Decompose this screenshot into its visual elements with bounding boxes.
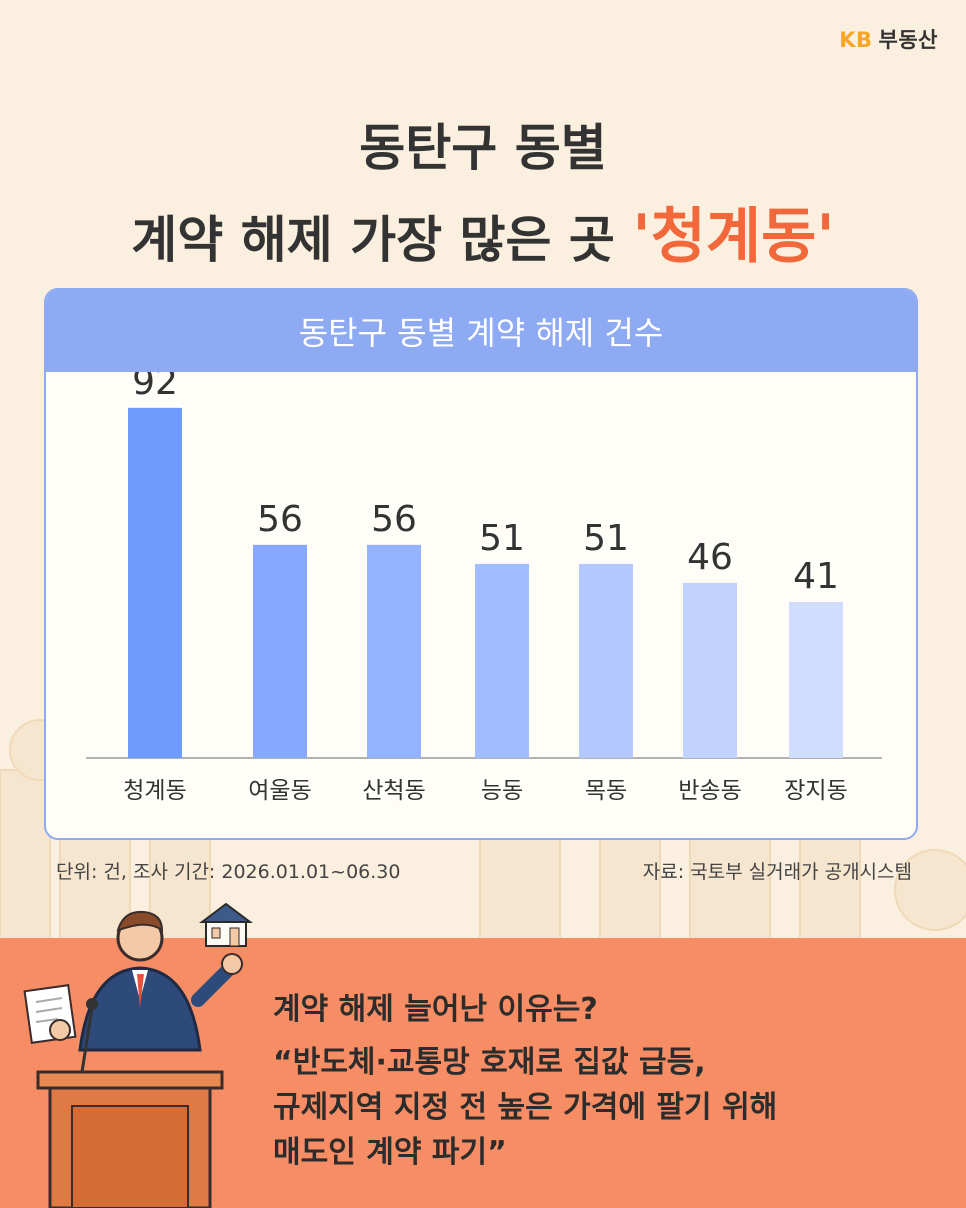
headline-prefix: 계약 해제 가장 많은 곳 [131, 211, 633, 269]
brand-logo: KB 부동산 [839, 24, 938, 54]
reason-question: 계약 해제 늘어난 이유는? [273, 992, 598, 1027]
bar-목동 [579, 563, 633, 758]
category-label-청계동: 청계동 [123, 778, 186, 804]
speaker-illustration [23, 902, 253, 1208]
house-icon [199, 902, 253, 947]
bar-반송동 [683, 582, 737, 758]
chart-title: 동탄구 동별 계약 해제 건수 [46, 290, 916, 372]
value-label-청계동: 92 [132, 372, 178, 403]
headline-line1: 동탄구 동별 [359, 119, 607, 177]
value-label-여울동: 56 [257, 499, 303, 540]
category-label-능동: 능동 [481, 778, 523, 804]
category-label-산척동: 산척동 [362, 778, 425, 804]
quote-line: 매도인 계약 파기” [273, 1135, 507, 1170]
category-label-여울동: 여울동 [248, 778, 311, 804]
chart-card: 동탄구 동별 계약 해제 건수 92 청계동 56 여울동 56 산척동 51 능동 51 목동 4… [44, 288, 918, 840]
bar-장지동 [789, 601, 843, 758]
value-label-장지동: 41 [793, 556, 839, 597]
category-label-반송동: 반송동 [678, 778, 741, 804]
brand-kb: KB [839, 28, 873, 52]
bar-청계동 [128, 407, 182, 758]
bar-chart: 92 청계동 56 여울동 56 산척동 51 능동 51 목동 46 반송동 41 장지동 [86, 372, 882, 804]
category-label-목동: 목동 [585, 778, 627, 804]
quote-line: 규제지역 지정 전 높은 가격에 팔기 위해 [273, 1090, 778, 1125]
value-label-반송동: 46 [687, 537, 733, 578]
source-note: 자료: 국토부 실거래가 공개시스템 [642, 861, 912, 883]
bar-능동 [475, 563, 529, 758]
headline-line2: 계약 해제 가장 많은 곳 '청계동' [0, 188, 966, 275]
unit-note: 단위: 건, 조사 기간: 2026.01.01~06.30 [56, 861, 401, 883]
value-label-목동: 51 [583, 518, 629, 559]
bar-여울동 [253, 544, 307, 758]
brand-name: 부동산 [878, 28, 938, 52]
category-label-장지동: 장지동 [784, 778, 847, 804]
quote-line: “반도체·교통망 호재로 집값 급등, [273, 1045, 706, 1080]
headline-highlight: '청계동' [632, 202, 835, 272]
value-label-능동: 51 [479, 518, 525, 559]
reason-quote: “반도체·교통망 호재로 집값 급등, 규제지역 지정 전 높은 가격에 팔기 … [273, 1040, 777, 1175]
bar-산척동 [367, 544, 421, 758]
value-label-산척동: 56 [371, 499, 417, 540]
